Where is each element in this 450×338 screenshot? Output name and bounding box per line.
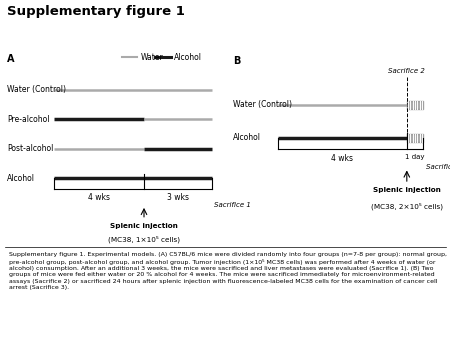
Text: Pre-alcohol: Pre-alcohol bbox=[7, 115, 49, 124]
Text: Supplementary figure 1. Experimental models. (A) C57BL/6 mice were divided rando: Supplementary figure 1. Experimental mod… bbox=[9, 252, 447, 290]
Text: 3 wks: 3 wks bbox=[167, 193, 189, 202]
Text: Sacrifice 1: Sacrifice 1 bbox=[214, 202, 251, 208]
Text: Water (Control): Water (Control) bbox=[233, 100, 292, 110]
Text: Post-alcohol: Post-alcohol bbox=[7, 144, 53, 153]
Text: Splenic injection: Splenic injection bbox=[110, 223, 178, 229]
Text: Sacrifice 3: Sacrifice 3 bbox=[426, 164, 450, 170]
Text: Sacrifice 2: Sacrifice 2 bbox=[388, 68, 425, 74]
Text: (MC38, 1×10⁵ cells): (MC38, 1×10⁵ cells) bbox=[108, 236, 180, 243]
Text: Alcohol: Alcohol bbox=[175, 53, 202, 62]
Text: A: A bbox=[7, 54, 14, 65]
Text: Alcohol: Alcohol bbox=[233, 134, 261, 142]
Text: 4 wks: 4 wks bbox=[331, 154, 353, 163]
Text: 1 day: 1 day bbox=[405, 154, 425, 161]
Text: Alcohol: Alcohol bbox=[7, 174, 35, 183]
Text: B: B bbox=[233, 55, 240, 66]
Text: Water: Water bbox=[140, 53, 163, 62]
Text: 4 wks: 4 wks bbox=[88, 193, 110, 202]
Text: Water (Control): Water (Control) bbox=[7, 86, 66, 94]
Text: (MC38, 2×10⁵ cells): (MC38, 2×10⁵ cells) bbox=[371, 202, 443, 210]
Text: Supplementary figure 1: Supplementary figure 1 bbox=[7, 5, 184, 18]
Text: Splenic injection: Splenic injection bbox=[373, 187, 441, 193]
